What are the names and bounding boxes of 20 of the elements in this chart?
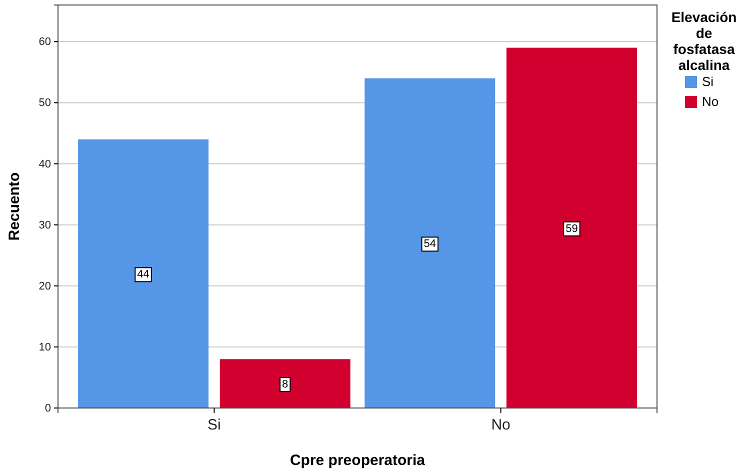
y-tick-label: 10 (38, 341, 51, 354)
bar (364, 78, 496, 408)
data-label: 54 (424, 238, 436, 250)
y-tick-label: 40 (38, 158, 51, 170)
y-tick-label: 30 (38, 219, 51, 232)
y-tick-label: 50 (38, 97, 51, 110)
bar (78, 139, 209, 408)
data-label: 8 (282, 378, 288, 391)
y-tick-label: 0 (44, 402, 51, 415)
bar (506, 48, 637, 408)
y-axis-title: Recuento (6, 172, 23, 241)
legend-title: Elevación de fosfatasa alcalina (671, 9, 737, 73)
data-label: 59 (566, 222, 578, 235)
bar (220, 359, 350, 408)
x-axis-title: Cpre preoperatoria (290, 452, 426, 469)
data-label: 44 (137, 268, 150, 281)
legend-label: No (702, 94, 719, 109)
y-tick-label: 60 (38, 36, 51, 48)
legend-label: Si (702, 74, 714, 89)
y-tick-label: 20 (38, 280, 51, 292)
